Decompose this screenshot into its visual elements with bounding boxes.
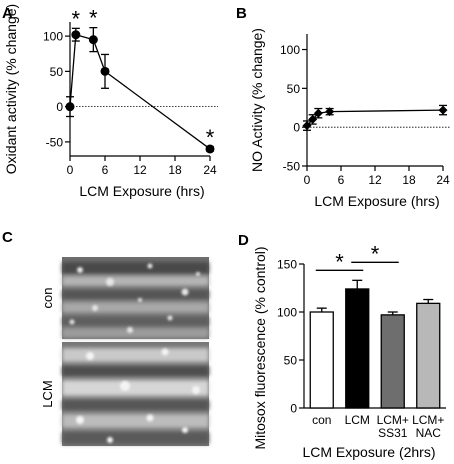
data-point [71,30,81,40]
category-label: SS31 [378,426,408,440]
x-tick-label: 24 [436,173,450,187]
x-tick-label: 0 [304,173,311,187]
data-point [302,121,312,131]
x-axis-label: LCM Exposure (hrs) [79,183,204,199]
x-tick-label: 18 [402,173,416,187]
y-tick-label: 50 [287,82,301,96]
data-point [65,102,75,112]
y-tick-label: 50 [284,354,298,368]
x-tick-label: 24 [203,163,217,177]
significance-star: * [335,249,344,274]
data-point [438,105,448,115]
x-tick-label: 6 [102,163,109,177]
bar [345,288,370,409]
image-label-con: con [40,288,55,309]
data-point [100,66,110,76]
category-label: LCM [345,413,370,427]
data-point [205,144,215,154]
panel-letter-a: A [2,5,13,22]
y-tick-label: 0 [290,402,297,416]
panel-letter-b: B [236,5,247,22]
data-point [313,108,323,118]
category-label: LCM+ [377,413,409,427]
data-point [88,35,98,45]
y-axis-label: Mitosox fluorescence (% control) [252,246,268,449]
category-label: con [312,413,331,427]
y-tick-label: 0 [56,100,63,114]
y-tick-label: 50 [50,65,64,79]
significance-star: * [371,241,380,266]
x-tick-label: 18 [168,163,182,177]
panel-letter-d: D [238,232,249,249]
y-axis-label: NO Activity (% change) [249,28,265,172]
significance-star: * [206,125,215,150]
y-tick-label: 150 [277,258,297,272]
category-label: NAC [416,426,442,440]
y-tick-label: 0 [293,121,300,135]
y-tick-label: -50 [283,160,301,174]
x-axis-label: LCM Exposure (2hrs) [302,444,435,460]
bar [309,311,334,409]
significance-star: * [72,6,81,31]
y-axis-label: Oxidant activity (% change) [3,4,19,174]
y-tick-label: 100 [43,30,63,44]
panel-letter-c: C [2,229,13,246]
data-point [308,114,318,124]
data-point [325,107,335,117]
microscopy-image-con [62,257,209,339]
category-label: LCM+ [412,413,444,427]
y-tick-label: 100 [280,43,300,57]
y-tick-label: 100 [277,306,297,320]
microscopy-image-lcm [62,342,209,446]
x-axis-label: LCM Exposure (hrs) [314,193,439,209]
x-tick-label: 0 [67,163,74,177]
x-tick-label: 6 [338,173,345,187]
significance-star: * [89,6,98,31]
image-label-lcm: LCM [40,380,55,407]
microscopy-panel-c: con LCM [40,257,209,446]
x-tick-label: 12 [368,173,382,187]
y-tick-label: -50 [46,135,64,149]
x-tick-label: 12 [133,163,147,177]
bar [416,302,441,409]
bar [380,314,405,409]
